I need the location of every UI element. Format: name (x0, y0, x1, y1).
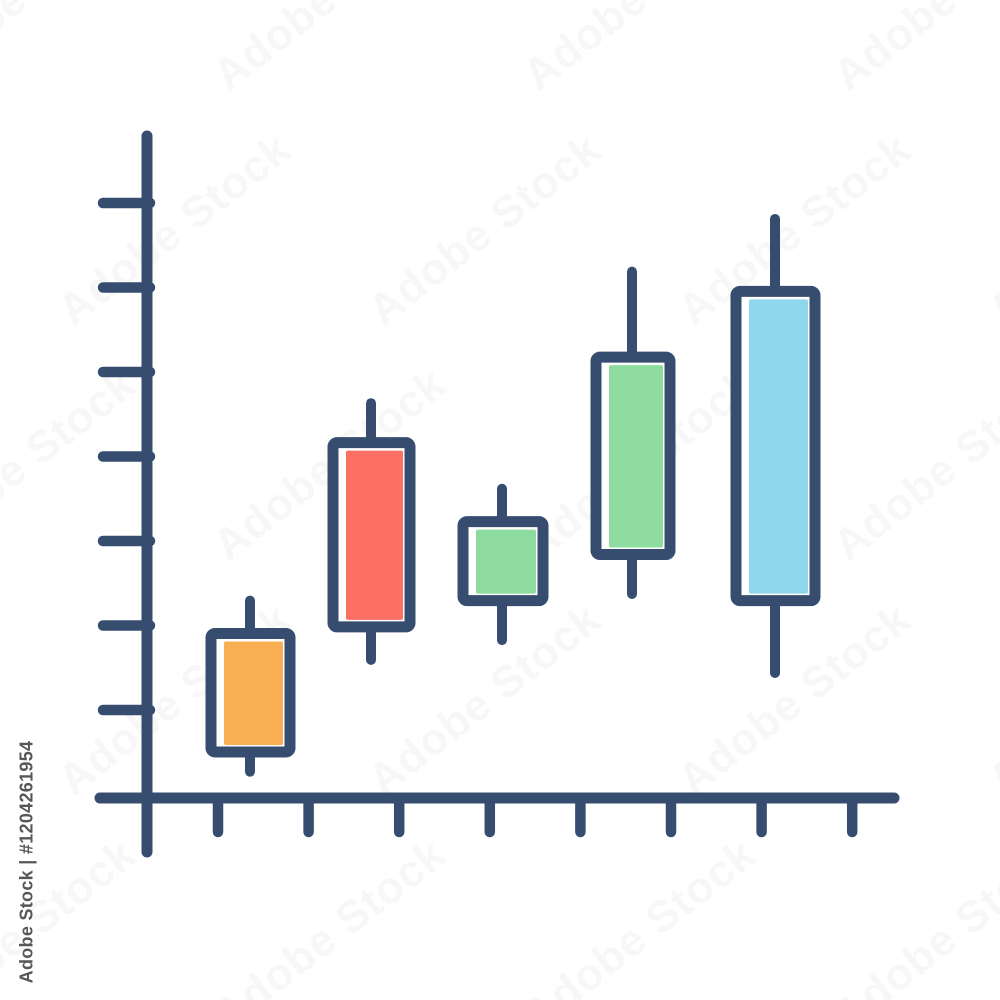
candle-fill (476, 529, 536, 594)
candle-fill (346, 450, 403, 620)
candle-fill (609, 365, 663, 548)
candle-fill (749, 299, 808, 594)
candle-fill (224, 641, 283, 745)
watermark-credit: Adobe Stock | #1204261954 (16, 740, 37, 984)
